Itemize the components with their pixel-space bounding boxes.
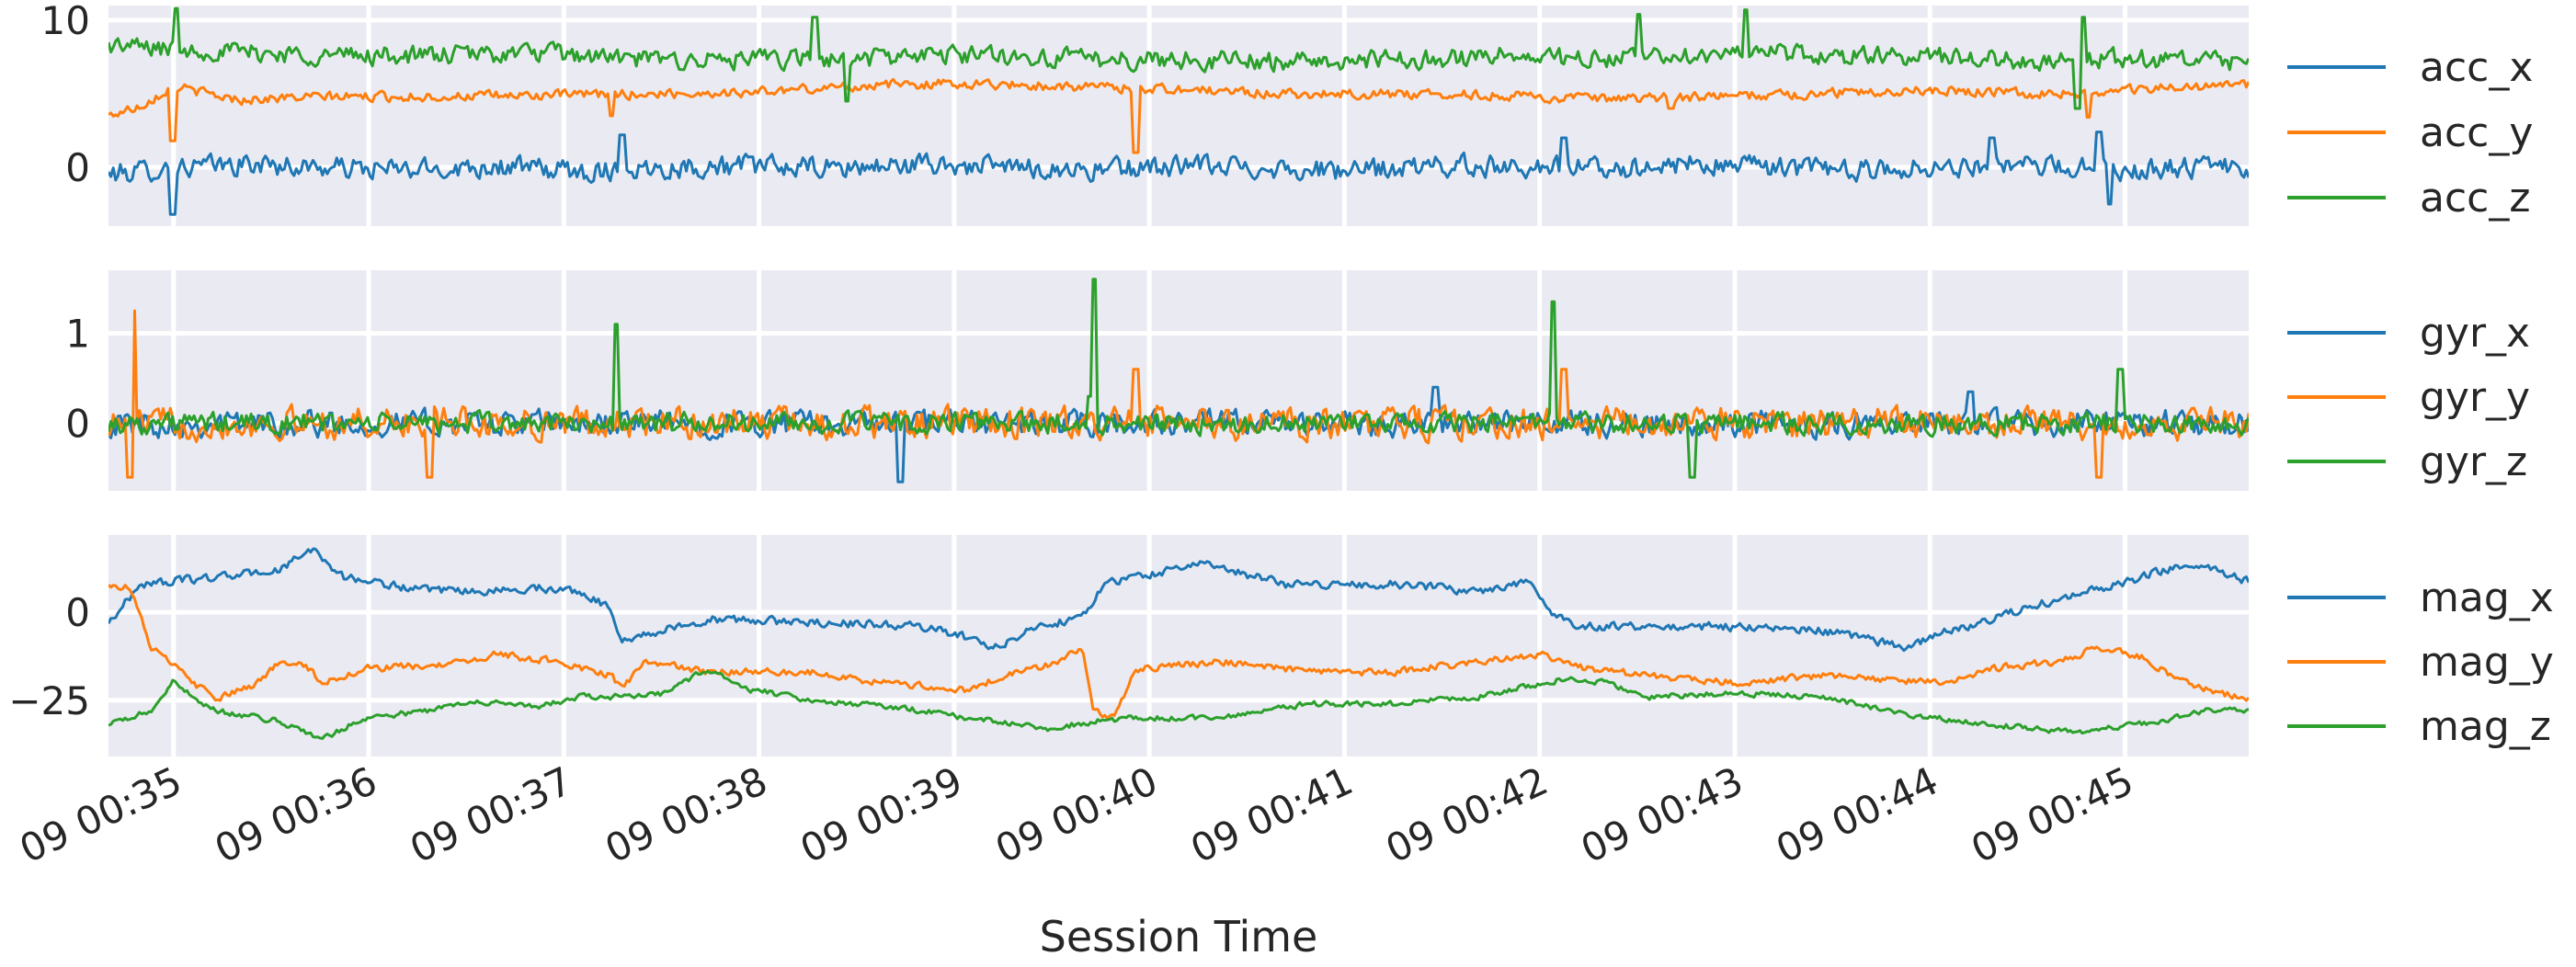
x-tick-label: 09 00:39 xyxy=(793,758,969,872)
plot-area-background xyxy=(108,6,2249,226)
legend-label: gyr_z xyxy=(2420,438,2527,485)
plot-area-background xyxy=(108,270,2249,491)
x-axis-label: Session Time xyxy=(1040,912,1318,961)
x-tick-label: 09 00:38 xyxy=(598,758,774,872)
legend-label: acc_x xyxy=(2420,44,2533,91)
subplot-1: 0 10 acc_x acc_y acc_z xyxy=(41,0,2533,226)
y-tick-label: 0 xyxy=(65,402,90,447)
y-tick-label: 0 xyxy=(65,590,90,635)
x-tick-label: 09 00:36 xyxy=(208,758,383,872)
x-tick-label: 09 00:43 xyxy=(1574,758,1750,872)
subplot-3: 0 −25 mag_x mag_y mag_z xyxy=(8,535,2554,757)
x-tick-label: 09 00:40 xyxy=(988,758,1164,872)
legend-label: acc_y xyxy=(2420,109,2533,156)
x-tick-label: 09 00:45 xyxy=(1965,758,2140,872)
x-tick-label: 09 00:35 xyxy=(13,758,188,872)
series-line-acc-z xyxy=(108,6,2249,110)
legend-label: gyr_y xyxy=(2420,374,2530,421)
x-tick-label: 09 00:37 xyxy=(404,758,579,872)
x-tick-label: 09 00:44 xyxy=(1770,758,1945,872)
y-tick-label: 1 xyxy=(65,312,90,357)
legend-label: mag_y xyxy=(2420,639,2554,686)
legend-label: acc_z xyxy=(2420,175,2530,222)
legend-label: mag_z xyxy=(2420,703,2551,750)
series-line-gyr-z xyxy=(108,278,2249,479)
y-tick-label: 0 xyxy=(65,145,90,190)
series-line-mag-z xyxy=(108,669,2249,740)
series-line-acc-y xyxy=(108,77,2249,154)
series-line-gyr-y xyxy=(108,309,2249,479)
series-line-acc-x xyxy=(108,131,2249,216)
series-line-mag-x xyxy=(108,547,2249,653)
legend-label: gyr_x xyxy=(2420,310,2530,357)
x-tick-label: 09 00:41 xyxy=(1184,758,1360,872)
subplot-2: 0 1 gyr_x gyr_y gyr_z xyxy=(65,270,2530,491)
x-tick-label: 09 00:42 xyxy=(1379,758,1555,872)
y-tick-label: −25 xyxy=(8,678,90,723)
y-tick-label: 10 xyxy=(41,0,90,43)
series-line-mag-y xyxy=(108,584,2249,720)
legend-label: mag_x xyxy=(2420,575,2554,621)
series-line-gyr-x xyxy=(108,385,2249,484)
